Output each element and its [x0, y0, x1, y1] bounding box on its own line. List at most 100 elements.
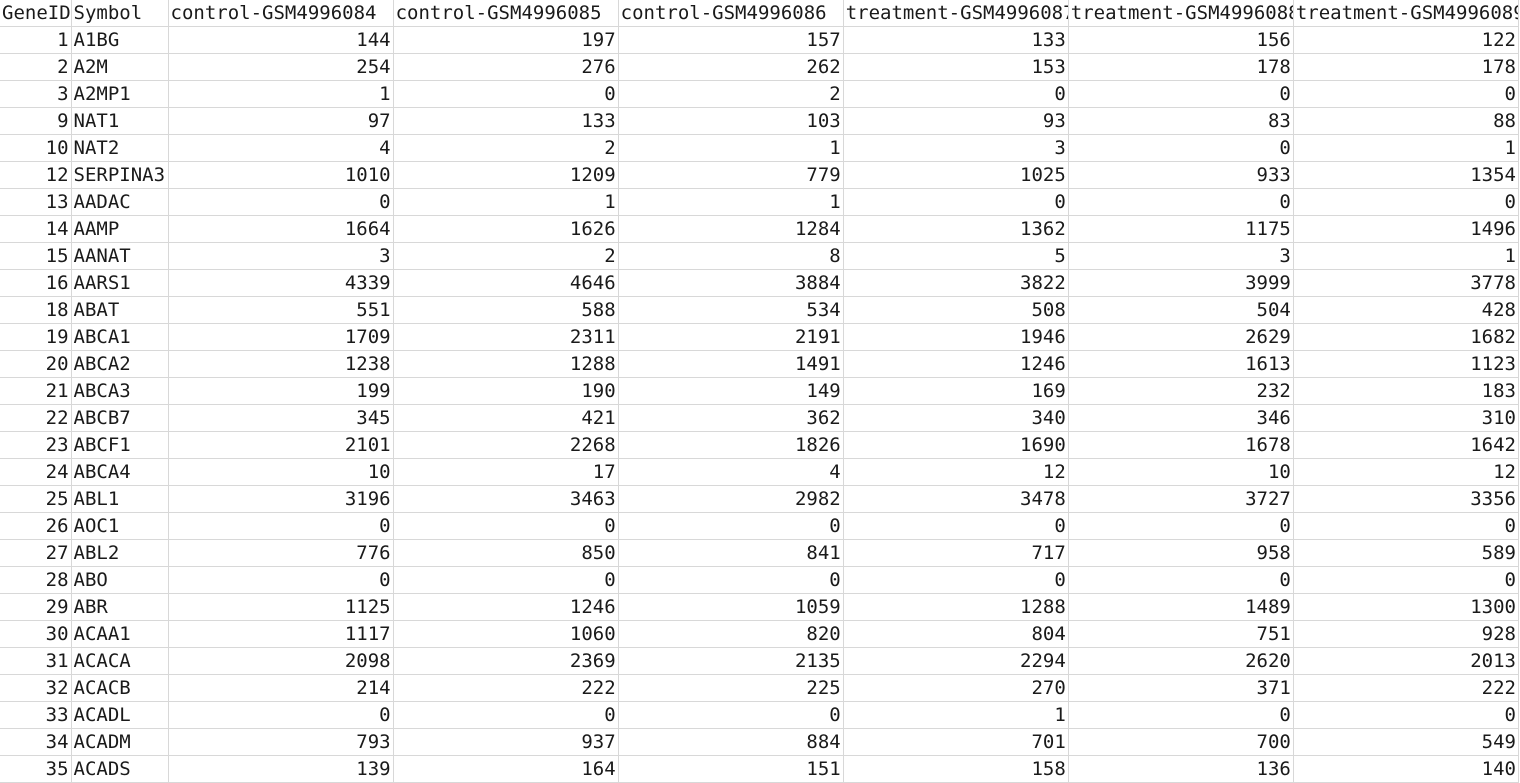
count-cell[interactable]: 0	[1068, 701, 1294, 729]
count-cell[interactable]: 2369	[393, 647, 619, 675]
count-cell[interactable]: 1682	[1293, 323, 1520, 351]
count-cell[interactable]: 1025	[843, 161, 1069, 189]
count-cell[interactable]: 3	[1068, 242, 1294, 270]
symbol-cell[interactable]: A2M	[71, 53, 169, 81]
count-cell[interactable]: 779	[618, 161, 844, 189]
symbol-cell[interactable]: ACADS	[71, 755, 169, 783]
symbol-cell[interactable]: ABAT	[71, 296, 169, 324]
symbol-cell[interactable]: ABL2	[71, 539, 169, 567]
count-cell[interactable]: 1175	[1068, 215, 1294, 243]
symbol-cell[interactable]: ACADM	[71, 728, 169, 756]
count-cell[interactable]: 1678	[1068, 431, 1294, 459]
count-cell[interactable]: 751	[1068, 620, 1294, 648]
count-cell[interactable]: 3822	[843, 269, 1069, 297]
symbol-cell[interactable]: ACADL	[71, 701, 169, 729]
count-cell[interactable]: 700	[1068, 728, 1294, 756]
count-cell[interactable]: 1613	[1068, 350, 1294, 378]
symbol-cell[interactable]: A1BG	[71, 26, 169, 54]
symbol-cell[interactable]: ACACA	[71, 647, 169, 675]
symbol-cell[interactable]: SERPINA3	[71, 161, 169, 189]
count-cell[interactable]: 2101	[168, 431, 394, 459]
count-cell[interactable]: 1059	[618, 593, 844, 621]
count-cell[interactable]: 199	[168, 377, 394, 405]
gene-id-cell[interactable]: 25	[0, 485, 72, 513]
count-cell[interactable]: 12	[843, 458, 1069, 486]
count-cell[interactable]: 3	[168, 242, 394, 270]
count-cell[interactable]: 0	[843, 512, 1069, 540]
count-cell[interactable]: 164	[393, 755, 619, 783]
count-cell[interactable]: 1123	[1293, 350, 1520, 378]
count-cell[interactable]: 804	[843, 620, 1069, 648]
count-cell[interactable]: 93	[843, 107, 1069, 135]
count-cell[interactable]: 1060	[393, 620, 619, 648]
count-cell[interactable]: 0	[393, 512, 619, 540]
count-cell[interactable]: 1946	[843, 323, 1069, 351]
count-cell[interactable]: 3	[843, 134, 1069, 162]
count-cell[interactable]: 549	[1293, 728, 1520, 756]
count-cell[interactable]: 346	[1068, 404, 1294, 432]
symbol-cell[interactable]: ABCA3	[71, 377, 169, 405]
count-cell[interactable]: 103	[618, 107, 844, 135]
symbol-cell[interactable]: ABCA1	[71, 323, 169, 351]
symbol-cell[interactable]: ACACB	[71, 674, 169, 702]
count-cell[interactable]: 0	[168, 566, 394, 594]
count-cell[interactable]: 0	[1068, 566, 1294, 594]
count-cell[interactable]: 1496	[1293, 215, 1520, 243]
count-cell[interactable]: 3727	[1068, 485, 1294, 513]
count-cell[interactable]: 0	[843, 80, 1069, 108]
count-cell[interactable]: 310	[1293, 404, 1520, 432]
count-cell[interactable]: 4339	[168, 269, 394, 297]
count-cell[interactable]: 270	[843, 674, 1069, 702]
symbol-cell[interactable]: ABR	[71, 593, 169, 621]
count-cell[interactable]: 933	[1068, 161, 1294, 189]
count-cell[interactable]: 178	[1293, 53, 1520, 81]
count-cell[interactable]: 0	[168, 512, 394, 540]
count-cell[interactable]: 504	[1068, 296, 1294, 324]
count-cell[interactable]: 551	[168, 296, 394, 324]
count-cell[interactable]: 0	[1068, 80, 1294, 108]
count-cell[interactable]: 1489	[1068, 593, 1294, 621]
gene-id-cell[interactable]: 1	[0, 26, 72, 54]
count-cell[interactable]: 2	[618, 80, 844, 108]
count-cell[interactable]: 589	[1293, 539, 1520, 567]
count-cell[interactable]: 0	[1293, 188, 1520, 216]
count-cell[interactable]: 3778	[1293, 269, 1520, 297]
count-cell[interactable]: 3196	[168, 485, 394, 513]
count-cell[interactable]: 2013	[1293, 647, 1520, 675]
symbol-cell[interactable]: AARS1	[71, 269, 169, 297]
count-cell[interactable]: 0	[393, 80, 619, 108]
gene-id-cell[interactable]: 32	[0, 674, 72, 702]
count-cell[interactable]: 1	[843, 701, 1069, 729]
count-cell[interactable]: 1238	[168, 350, 394, 378]
count-cell[interactable]: 5	[843, 242, 1069, 270]
count-cell[interactable]: 884	[618, 728, 844, 756]
symbol-cell[interactable]: ABCA2	[71, 350, 169, 378]
count-cell[interactable]: 1246	[393, 593, 619, 621]
count-cell[interactable]: 222	[1293, 674, 1520, 702]
count-cell[interactable]: 158	[843, 755, 1069, 783]
column-header-cell[interactable]: GeneID	[0, 0, 72, 27]
column-header-cell[interactable]: control-GSM4996086	[618, 0, 844, 27]
count-cell[interactable]: 958	[1068, 539, 1294, 567]
gene-id-cell[interactable]: 35	[0, 755, 72, 783]
gene-id-cell[interactable]: 29	[0, 593, 72, 621]
count-cell[interactable]: 225	[618, 674, 844, 702]
count-cell[interactable]: 850	[393, 539, 619, 567]
count-cell[interactable]: 151	[618, 755, 844, 783]
count-cell[interactable]: 254	[168, 53, 394, 81]
count-cell[interactable]: 140	[1293, 755, 1520, 783]
column-header-cell[interactable]: treatment-GSM4996089	[1293, 0, 1520, 27]
count-cell[interactable]: 139	[168, 755, 394, 783]
count-cell[interactable]: 156	[1068, 26, 1294, 54]
gene-id-cell[interactable]: 9	[0, 107, 72, 135]
count-cell[interactable]: 1300	[1293, 593, 1520, 621]
count-cell[interactable]: 3356	[1293, 485, 1520, 513]
gene-id-cell[interactable]: 19	[0, 323, 72, 351]
symbol-cell[interactable]: NAT2	[71, 134, 169, 162]
gene-id-cell[interactable]: 21	[0, 377, 72, 405]
count-cell[interactable]: 0	[1293, 512, 1520, 540]
count-cell[interactable]: 10	[1068, 458, 1294, 486]
count-cell[interactable]: 3999	[1068, 269, 1294, 297]
count-cell[interactable]: 133	[393, 107, 619, 135]
gene-id-cell[interactable]: 14	[0, 215, 72, 243]
